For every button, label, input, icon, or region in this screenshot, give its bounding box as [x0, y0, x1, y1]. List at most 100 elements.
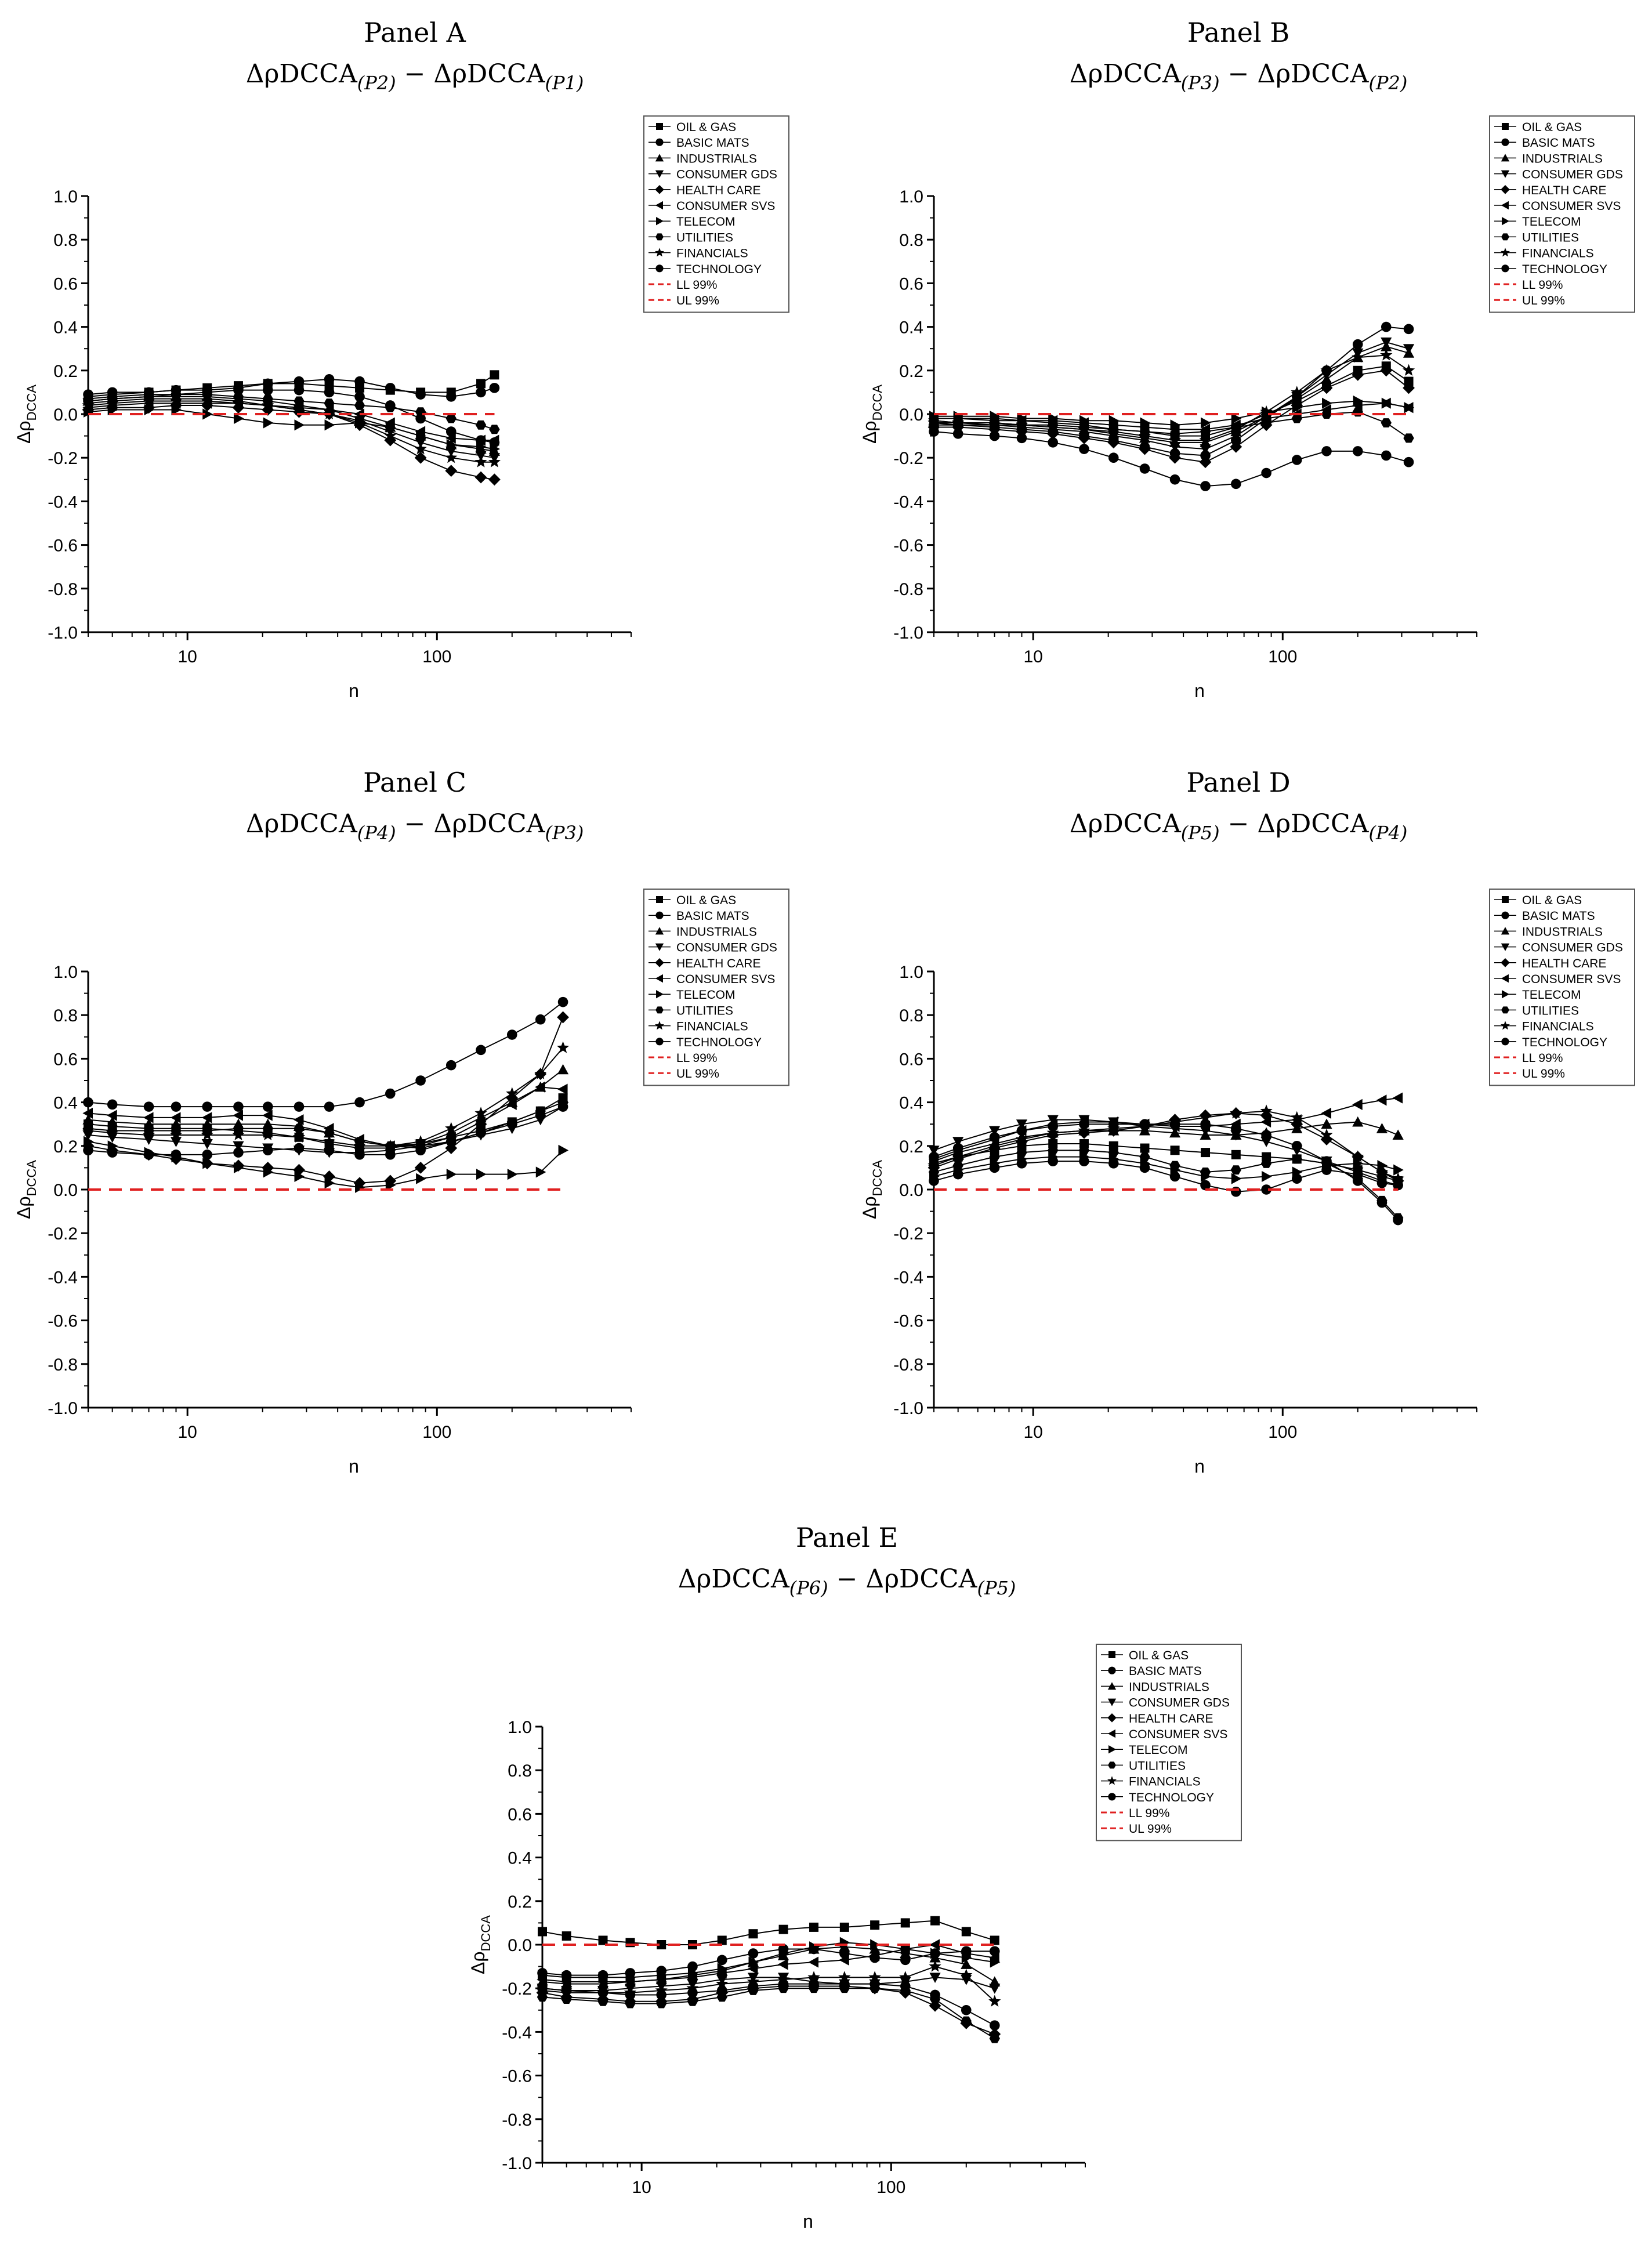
marker-triangle-down	[233, 1141, 244, 1152]
y-tick-label: 1.0	[53, 963, 78, 982]
marker-star	[323, 1135, 336, 1147]
marker-circle	[202, 387, 213, 398]
marker-triangle-up	[655, 927, 664, 935]
marker-diamond	[557, 1011, 569, 1024]
subtitle-term-2: − ΔρDCCA	[1220, 59, 1370, 89]
marker-diamond	[1380, 364, 1393, 377]
marker-triangle-up	[107, 1116, 118, 1127]
y-axis-label-main: Δρ	[468, 1951, 488, 1974]
y-tick-label: 0.4	[899, 318, 923, 338]
marker-circle	[354, 376, 365, 387]
marker-hexagon	[1016, 1148, 1027, 1158]
marker-circle	[476, 1045, 486, 1056]
marker-circle	[656, 1989, 667, 2000]
marker-square	[656, 123, 663, 130]
marker-star	[445, 1122, 458, 1134]
marker-square	[930, 1916, 940, 1926]
marker-circle	[415, 1075, 426, 1086]
y-tick-label: -0.6	[48, 536, 78, 556]
marker-star	[1046, 1126, 1059, 1139]
panel-title: Panel B	[1187, 17, 1289, 48]
y-tick-label: -0.2	[893, 1224, 923, 1243]
series-line	[542, 1948, 995, 1976]
marker-triangle-right	[1502, 217, 1510, 226]
marker-triangle-down	[201, 1139, 213, 1150]
marker-circle	[1200, 1180, 1211, 1191]
legend-box	[643, 889, 789, 1086]
marker-hexagon	[1260, 1158, 1272, 1168]
marker-square	[538, 1927, 547, 1937]
marker-triangle-left	[535, 1081, 545, 1093]
marker-star	[414, 1135, 427, 1147]
marker-circle	[1139, 1162, 1150, 1173]
marker-triangle-right	[1231, 412, 1242, 425]
marker-star	[201, 394, 213, 407]
marker-square	[1502, 123, 1509, 130]
marker-circle	[233, 385, 244, 396]
series-oil-gas	[84, 1093, 568, 1153]
x-axis-label: n	[1194, 1456, 1205, 1477]
subtitle-term-2: − ΔρDCCA	[1220, 809, 1370, 839]
y-tick-label: 0.6	[53, 1050, 78, 1069]
marker-triangle-right	[657, 1970, 667, 1981]
legend-item: CONSUMER SVS	[1494, 200, 1621, 213]
marker-star	[506, 1087, 519, 1099]
marker-triangle-right	[294, 419, 305, 431]
legend-item: CONSUMER SVS	[1494, 973, 1621, 986]
marker-triangle-left	[1260, 1116, 1271, 1128]
marker-star	[988, 1139, 1001, 1151]
marker-circle	[83, 1097, 93, 1108]
subtitle-sub-2: (P1)	[545, 72, 584, 94]
marker-star	[838, 1971, 851, 1983]
y-tick-label: 0.2	[899, 362, 923, 381]
legend-item: INDUSTRIALS	[1101, 1680, 1209, 1694]
y-tick-label: 0.4	[508, 1849, 532, 1868]
marker-triangle-left	[1230, 1118, 1241, 1130]
legend-label: UTILITIES	[1129, 1759, 1186, 1772]
y-axis-label: ΔρDCCA	[13, 385, 39, 444]
marker-star	[488, 455, 501, 467]
marker-circle	[655, 1038, 664, 1046]
marker-hexagon	[1291, 414, 1302, 423]
legend-label: TELECOM	[676, 215, 736, 229]
marker-circle	[445, 391, 457, 402]
marker-diamond	[414, 1162, 427, 1174]
marker-star	[1320, 364, 1333, 376]
y-tick-label: 1.0	[899, 187, 923, 206]
marker-triangle-left	[262, 1110, 273, 1121]
marker-triangle-down	[989, 1984, 1001, 1994]
y-tick-label: -0.8	[893, 580, 923, 599]
y-tick-label: -0.8	[502, 2111, 532, 2130]
y-tick-label: 1.0	[53, 187, 78, 206]
y-tick-label: 0.8	[899, 231, 923, 250]
marker-square	[990, 1935, 999, 1945]
marker-star	[899, 1971, 912, 1983]
marker-circle	[324, 374, 335, 385]
series-line	[542, 1944, 995, 1982]
marker-star	[655, 1021, 664, 1030]
marker-triangle-right	[778, 1948, 789, 1959]
marker-circle	[1048, 437, 1059, 448]
marker-triangle-left	[143, 1112, 154, 1123]
legend-label: UTILITIES	[676, 1004, 733, 1017]
y-tick-label: -0.2	[48, 449, 78, 468]
y-tick-label: -0.4	[48, 492, 78, 512]
marker-star	[1291, 386, 1303, 398]
y-tick-label: -0.6	[502, 2067, 532, 2086]
marker-diamond	[474, 471, 487, 484]
legend-label: CONSUMER SVS	[1129, 1728, 1227, 1741]
marker-star	[928, 1159, 940, 1171]
series-technology	[83, 385, 500, 448]
marker-hexagon	[475, 420, 487, 430]
marker-triangle-left	[929, 1939, 940, 1951]
marker-hexagon	[1200, 427, 1211, 437]
marker-star	[1352, 1150, 1364, 1162]
y-tick-label: 0.4	[899, 1094, 923, 1113]
marker-triangle-up	[839, 1941, 850, 1952]
legend: OIL & GAS BASIC MATS INDUSTRIALS CONSUMER G…	[643, 115, 789, 313]
marker-circle	[1321, 446, 1332, 456]
marker-hexagon	[1291, 1154, 1302, 1164]
x-tick-label: 10	[1023, 647, 1042, 666]
legend-item: TECHNOLOGY	[1494, 1036, 1607, 1049]
marker-circle	[655, 911, 664, 919]
